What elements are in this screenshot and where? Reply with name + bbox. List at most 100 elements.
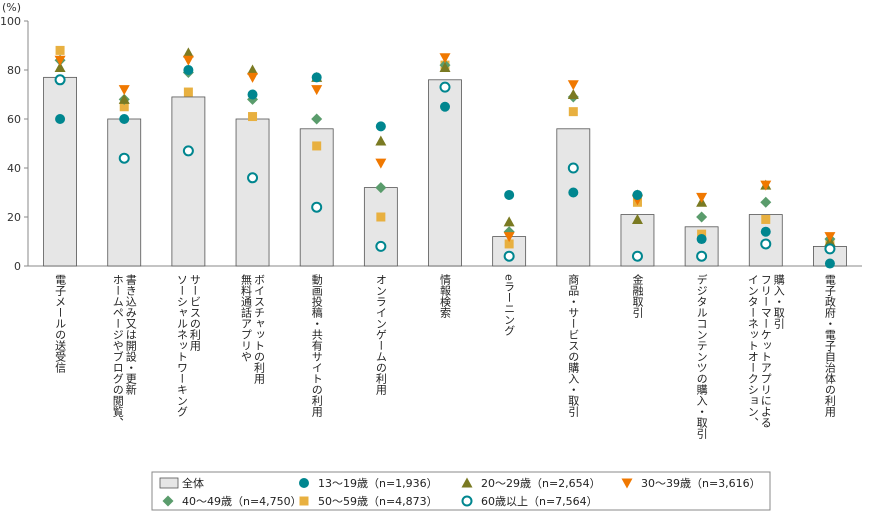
open-circle-point-7 bbox=[503, 250, 515, 262]
y-tick-label: 100 bbox=[0, 15, 21, 28]
triangle-down-point-11 bbox=[760, 180, 772, 191]
open-circle-point-2 bbox=[182, 145, 194, 157]
category-label-10: デジタルコンテンツの購入・取引 bbox=[695, 273, 708, 439]
category-label-1: 書き込み又は開設・更新 bbox=[124, 273, 137, 395]
triangle-up-point-8 bbox=[567, 89, 579, 99]
y-tick-label: 0 bbox=[14, 260, 21, 273]
circle-point-2 bbox=[183, 65, 194, 75]
category-label-8: 商品・サービスの購入・取引 bbox=[567, 273, 580, 417]
bar-all-1 bbox=[107, 118, 142, 267]
triangle-down-point-0 bbox=[54, 55, 66, 66]
triangle-down-point-7 bbox=[503, 232, 515, 243]
legend-swatch-square bbox=[299, 496, 309, 506]
diamond-point-5 bbox=[375, 182, 387, 194]
open-circle-point-3 bbox=[247, 172, 259, 184]
open-circle-point-10 bbox=[696, 250, 708, 262]
y-tick-label: 20 bbox=[7, 211, 21, 224]
circle-point-9 bbox=[632, 189, 643, 200]
open-circle-point-4 bbox=[311, 201, 323, 213]
legend-label: 30～39歳（n=3,616） bbox=[641, 477, 761, 490]
square-point-2 bbox=[183, 87, 193, 97]
square-point-3 bbox=[248, 112, 258, 122]
triangle-up-point-5 bbox=[375, 135, 387, 146]
category-label-9: 金融取引 bbox=[631, 273, 644, 318]
triangle-up-point-2 bbox=[182, 47, 194, 58]
circle-point-8 bbox=[568, 187, 579, 198]
legend-swatch-triangle-up bbox=[461, 477, 473, 488]
legend-label: 50～59歳（n=4,873） bbox=[318, 495, 438, 508]
square-point-4 bbox=[312, 141, 322, 151]
bar-all-4 bbox=[299, 128, 334, 267]
open-circle-point-1 bbox=[118, 152, 130, 164]
triangle-down-point-5 bbox=[375, 158, 387, 169]
bar-all-3 bbox=[235, 118, 270, 267]
category-label-1: ホームページやブログの閲覧、 bbox=[111, 274, 124, 428]
bar-all-0 bbox=[43, 76, 77, 267]
legend-swatch-bar bbox=[159, 477, 179, 489]
triangle-down-point-8 bbox=[567, 80, 579, 91]
circle-point-11 bbox=[760, 226, 771, 237]
open-circle-point-11 bbox=[760, 238, 772, 250]
square-point-7 bbox=[504, 239, 514, 249]
square-point-0 bbox=[55, 45, 65, 55]
square-point-5 bbox=[376, 212, 386, 222]
triangle-down-point-4 bbox=[311, 85, 323, 96]
circle-point-4 bbox=[311, 72, 322, 83]
y-tick-label: 80 bbox=[7, 64, 21, 77]
diamond-point-10 bbox=[696, 211, 708, 223]
circle-point-10 bbox=[696, 234, 707, 245]
triangle-down-point-12 bbox=[824, 232, 836, 243]
triangle-down-point-3 bbox=[247, 72, 259, 83]
legend-label: 13～19歳（n=1,936） bbox=[318, 477, 438, 490]
y-tick-label: 60 bbox=[7, 113, 21, 126]
y-tick-label: 40 bbox=[7, 162, 21, 175]
diamond-point-4 bbox=[311, 113, 323, 125]
open-circle-point-0 bbox=[54, 74, 66, 86]
bar-all-5 bbox=[363, 187, 398, 267]
category-label-12: 電子政府・電子自治体の利用 bbox=[823, 274, 836, 418]
circle-point-7 bbox=[504, 189, 515, 200]
circle-point-6 bbox=[440, 101, 450, 112]
category-label-5: オンラインゲームの利用 bbox=[374, 274, 387, 396]
triangle-up-point-0 bbox=[54, 62, 66, 73]
circle-point-3 bbox=[247, 89, 258, 100]
square-point-1 bbox=[119, 102, 129, 112]
category-label-7: eラーニング bbox=[503, 274, 516, 336]
open-circle-point-8 bbox=[567, 162, 579, 174]
triangle-down-point-1 bbox=[118, 85, 130, 96]
triangle-down-point-10 bbox=[696, 192, 708, 203]
open-circle-point-9 bbox=[631, 250, 643, 262]
legend-label: 40～49歳（n=4,750） bbox=[182, 495, 302, 508]
circle-point-5 bbox=[375, 121, 386, 132]
circle-point-1 bbox=[119, 114, 130, 124]
legend-swatch-open-circle bbox=[461, 495, 473, 507]
diamond-point-11 bbox=[760, 196, 772, 208]
square-point-8 bbox=[568, 107, 578, 117]
square-point-11 bbox=[761, 214, 771, 224]
legend-label: 全体 bbox=[182, 476, 204, 490]
triangle-up-point-9 bbox=[631, 213, 643, 224]
bar-all-2 bbox=[171, 96, 206, 267]
category-label-2: ソーシャルネットワーキング bbox=[175, 274, 188, 417]
triangle-up-point-6 bbox=[439, 62, 451, 73]
legend-swatch-triangle-down bbox=[621, 478, 633, 489]
open-circle-point-6 bbox=[439, 81, 451, 93]
category-label-3: ボイスチャットの利用 bbox=[253, 274, 266, 385]
category-label-11: インターネットオークション、 bbox=[746, 274, 759, 428]
circle-point-12 bbox=[824, 258, 835, 269]
category-label-2: サービスの利用 bbox=[188, 274, 201, 352]
triangle-up-point-7 bbox=[503, 216, 515, 227]
legend-swatch-diamond bbox=[162, 495, 174, 507]
y-unit-label: (%) bbox=[2, 1, 21, 14]
legend-label: 20～29歳（n=2,654） bbox=[481, 477, 601, 490]
circle-point-0 bbox=[55, 114, 66, 124]
legend-box bbox=[151, 471, 771, 511]
triangle-up-point-3 bbox=[247, 64, 259, 75]
category-label-11: 購入・取引 bbox=[772, 273, 785, 329]
category-label-3: 無料通話アプリや bbox=[240, 273, 253, 362]
triangle-down-point-6 bbox=[439, 53, 451, 64]
category-label-11: フリーマーケットアプリによる bbox=[759, 274, 772, 428]
category-label-4: 動画投稿・共有サイトの利用 bbox=[310, 273, 323, 418]
category-label-6: 情報検索 bbox=[439, 274, 452, 318]
